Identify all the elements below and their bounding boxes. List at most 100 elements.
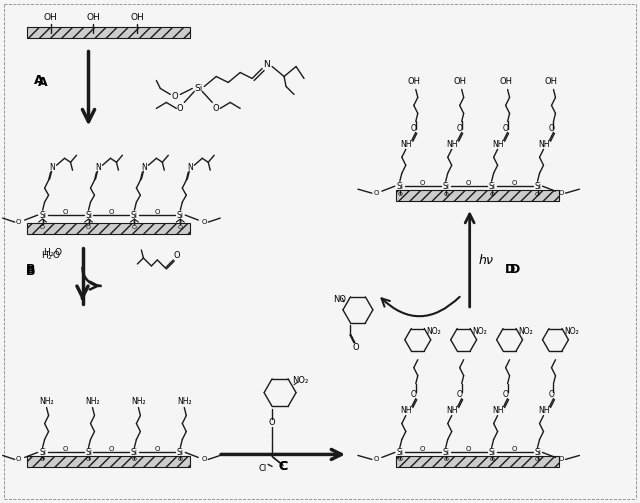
Text: N: N — [141, 163, 147, 172]
Text: O: O — [548, 390, 554, 399]
Text: O: O — [466, 447, 472, 453]
Text: NO₂: NO₂ — [292, 376, 308, 385]
Text: Si: Si — [131, 448, 138, 457]
Text: O: O — [40, 224, 45, 229]
Text: O: O — [420, 447, 426, 453]
Text: O: O — [420, 180, 426, 186]
Text: O: O — [559, 456, 564, 462]
Text: O: O — [373, 456, 379, 462]
Text: NH₂: NH₂ — [85, 397, 100, 406]
Text: O: O — [502, 124, 509, 133]
Text: O: O — [86, 457, 91, 462]
Text: O: O — [559, 190, 564, 196]
Text: O: O — [397, 192, 403, 197]
Text: Si: Si — [39, 448, 46, 457]
Text: O: O — [177, 104, 184, 113]
Text: OH: OH — [499, 77, 512, 86]
Text: O: O — [466, 180, 472, 186]
Text: $h\nu$: $h\nu$ — [478, 253, 495, 267]
Text: O: O — [489, 457, 494, 462]
Text: O: O — [109, 447, 114, 453]
Text: OH: OH — [407, 77, 420, 86]
Text: O: O — [63, 209, 68, 215]
Text: O: O — [202, 456, 207, 462]
Bar — [27, 27, 190, 38]
Text: O: O — [178, 224, 183, 229]
Text: O: O — [457, 390, 463, 399]
Text: Si: Si — [534, 448, 541, 457]
Text: Si: Si — [85, 448, 92, 457]
Text: O: O — [373, 190, 379, 196]
Text: O: O — [397, 457, 403, 462]
Text: O: O — [155, 447, 160, 453]
Text: B: B — [26, 264, 35, 277]
Text: OH: OH — [44, 13, 58, 22]
Text: O: O — [411, 390, 417, 399]
Text: NH: NH — [538, 140, 549, 149]
Text: Si: Si — [177, 211, 184, 220]
Text: O: O — [512, 180, 517, 186]
Text: Si: Si — [194, 84, 202, 93]
Text: O: O — [213, 104, 220, 113]
Text: A: A — [38, 76, 47, 89]
Text: Si: Si — [488, 448, 495, 457]
Text: Si: Si — [442, 448, 449, 457]
Text: B: B — [26, 266, 35, 279]
Text: Cl: Cl — [258, 464, 266, 473]
Bar — [27, 223, 190, 233]
Text: O: O — [457, 124, 463, 133]
Text: Si: Si — [488, 182, 495, 191]
Text: O: O — [444, 192, 448, 197]
Text: Si: Si — [442, 182, 449, 191]
Text: O: O — [535, 457, 540, 462]
Text: NO: NO — [333, 295, 346, 304]
Text: NO₂: NO₂ — [564, 327, 579, 337]
Text: Si: Si — [396, 448, 403, 457]
Text: O: O — [171, 92, 178, 101]
Text: Si: Si — [534, 182, 541, 191]
Text: Si: Si — [396, 182, 403, 191]
Text: N: N — [50, 163, 56, 172]
Text: N: N — [263, 60, 269, 69]
Text: NO₂: NO₂ — [472, 327, 487, 337]
Text: O: O — [63, 447, 68, 453]
Text: OH: OH — [453, 77, 466, 86]
Text: H$_2$O: H$_2$O — [41, 249, 60, 262]
Text: O: O — [16, 456, 21, 462]
Text: O: O — [40, 457, 45, 462]
Text: O: O — [155, 209, 160, 215]
Text: Si: Si — [131, 211, 138, 220]
Text: O: O — [86, 224, 91, 229]
Text: O: O — [132, 224, 137, 229]
Text: NH₂: NH₂ — [39, 397, 54, 406]
Text: N: N — [188, 163, 193, 172]
Text: OH: OH — [131, 13, 144, 22]
Text: A: A — [34, 74, 44, 87]
Text: NO₂: NO₂ — [518, 327, 533, 337]
Text: NH: NH — [400, 406, 412, 415]
Text: O: O — [512, 447, 517, 453]
Bar — [396, 456, 559, 467]
Text: OH: OH — [545, 77, 558, 86]
Bar — [396, 190, 559, 201]
Text: NH: NH — [538, 406, 549, 415]
Text: O: O — [132, 457, 137, 462]
Text: D: D — [504, 264, 515, 277]
Text: D: D — [509, 264, 520, 277]
Text: C: C — [278, 460, 287, 473]
Text: O: O — [202, 219, 207, 225]
Text: O: O — [178, 457, 183, 462]
Text: NH: NH — [492, 140, 504, 149]
Text: O: O — [411, 124, 417, 133]
Text: C: C — [278, 460, 287, 473]
Text: NH: NH — [446, 140, 458, 149]
Text: NH: NH — [400, 140, 412, 149]
Text: NH₂: NH₂ — [131, 397, 146, 406]
Text: NO₂: NO₂ — [426, 327, 441, 337]
Text: O: O — [109, 209, 114, 215]
Text: O: O — [489, 192, 494, 197]
Text: NH: NH — [492, 406, 504, 415]
Text: O: O — [16, 219, 21, 225]
Text: O: O — [444, 457, 448, 462]
Text: O: O — [502, 390, 509, 399]
